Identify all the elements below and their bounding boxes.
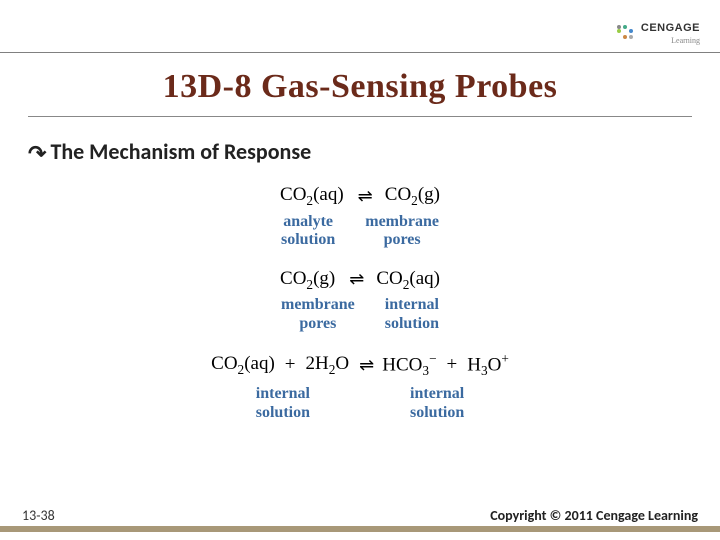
title-wrap: 13D-8 Gas-Sensing Probes (0, 68, 720, 106)
eq2-left-label: membranepores (281, 296, 355, 333)
plus-symbol: + (285, 354, 296, 376)
subheading: ↷The Mechanism of Response (28, 138, 311, 167)
equation-1: CO2(aq) ⇌ CO2(g) (280, 184, 440, 209)
top-divider (0, 52, 720, 53)
eq3-p2: H3O+ (467, 351, 509, 379)
eq1-left-label: analytesolution (281, 213, 335, 250)
page-number: 13-38 (22, 507, 55, 524)
bullet-icon: ↷ (28, 140, 46, 167)
equilibrium-icon: ⇌ (358, 186, 371, 207)
equilibrium-icon: ⇌ (359, 355, 372, 376)
equations-area: CO2(aq) ⇌ CO2(g) analytesolution membran… (0, 184, 720, 438)
subheading-text: The Mechanism of Response (50, 138, 311, 165)
eq3-labels: internalsolution internalsolution (256, 385, 465, 422)
logo-icon (617, 23, 635, 41)
eq2-labels: membranepores internalsolution (281, 296, 439, 333)
logo-brand-a: CENGAGE (641, 22, 700, 34)
slide-title: 13D-8 Gas-Sensing Probes (0, 68, 720, 106)
eq1-left: CO2(aq) (280, 184, 344, 209)
logo-text: CENGAGE Learning (641, 18, 700, 45)
eq3-r1: CO2(aq) (211, 353, 275, 378)
eq1-right: CO2(g) (385, 184, 440, 209)
eq3-right-label: internalsolution (410, 385, 464, 422)
eq2-right: CO2(aq) (376, 268, 440, 293)
eq3-r2: 2H2O (306, 353, 350, 378)
title-underline (28, 116, 692, 117)
eq1-right-label: membranepores (365, 213, 439, 250)
eq3-p1: HCO3− (382, 351, 436, 379)
equation-3: CO2(aq) + 2H2O ⇌ HCO3− + H3O+ (211, 351, 509, 379)
eq1-labels: analytesolution membranepores (281, 213, 439, 250)
equation-2: CO2(g) ⇌ CO2(aq) (280, 268, 440, 293)
equilibrium-icon: ⇌ (349, 269, 362, 290)
footer-bar (0, 526, 720, 532)
plus-symbol: + (447, 354, 458, 376)
slide-container: CENGAGE Learning 13D-8 Gas-Sensing Probe… (0, 0, 720, 540)
brand-logo: CENGAGE Learning (617, 18, 700, 45)
eq2-right-label: internalsolution (385, 296, 439, 333)
logo-brand-b: Learning (641, 36, 700, 45)
copyright-text: Copyright © 2011 Cengage Learning (490, 507, 698, 524)
eq3-left-label: internalsolution (256, 385, 310, 422)
eq2-left: CO2(g) (280, 268, 335, 293)
